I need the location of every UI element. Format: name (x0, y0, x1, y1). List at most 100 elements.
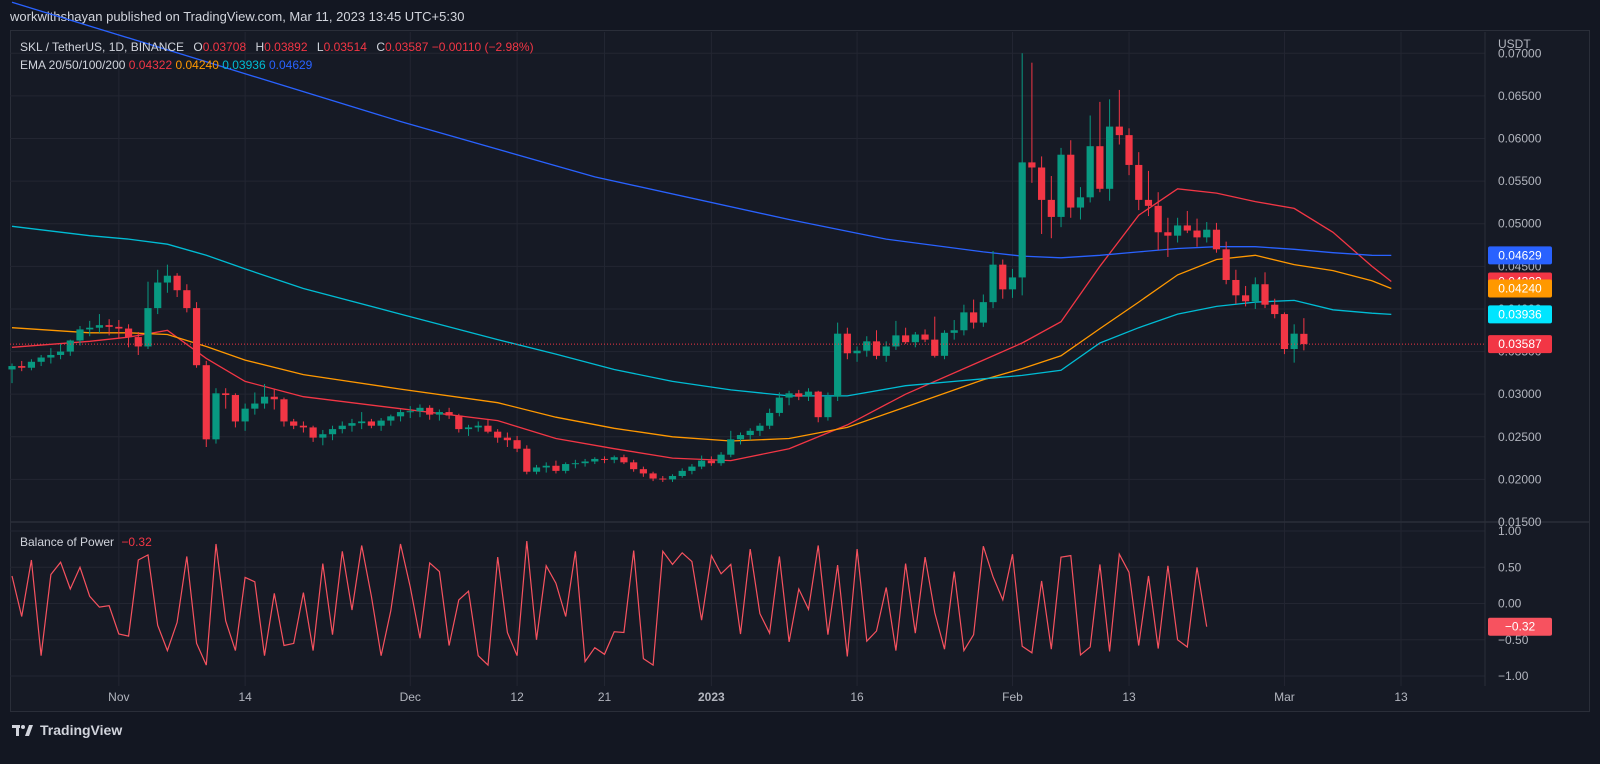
ema-title[interactable]: EMA 20/50/100/200 (20, 58, 126, 72)
main-legend: SKL / TetherUS, 1D, BINANCE O0.03708 H0.… (20, 40, 534, 54)
candle-body (863, 341, 871, 351)
price-tick-label: 0.06000 (1498, 132, 1542, 146)
candle-body (804, 391, 813, 397)
bop-line (11, 541, 1208, 667)
candle-body (105, 325, 113, 327)
time-tick-label: Feb (1002, 690, 1023, 704)
candle-body (474, 425, 482, 428)
candle-body (66, 340, 74, 352)
candle-body (115, 326, 123, 329)
candle-body (1038, 167, 1046, 200)
ema-lines (11, 1, 1392, 462)
candle-body (124, 328, 133, 338)
candle-body (1106, 126, 1114, 189)
candle-body (892, 335, 900, 347)
candle-body (979, 302, 987, 323)
ema20-value: 0.04322 (128, 58, 173, 72)
candle-body (1115, 126, 1123, 136)
candle-body (270, 396, 278, 400)
top-bar: workwithshayan published on TradingView.… (0, 0, 1600, 30)
candle-body (1280, 314, 1289, 350)
candle-body (668, 475, 677, 480)
price-badge-label: 0.03936 (1498, 307, 1542, 321)
candle-body (377, 420, 385, 426)
candle-body (1154, 205, 1162, 233)
candle-body (445, 412, 453, 416)
bop-title[interactable]: Balance of Power (20, 535, 115, 549)
candle-body (241, 408, 249, 422)
time-tick-label: 13 (1122, 690, 1136, 704)
tradingview-brand[interactable]: TradingView (12, 722, 122, 738)
pane-divider[interactable] (10, 32, 1590, 686)
candle-body (630, 462, 638, 470)
ema200-value: 0.04629 (268, 58, 313, 72)
bop-badge (1488, 617, 1552, 636)
candle-body (348, 423, 356, 426)
bop-axis[interactable]: 1.00 0.50 0.00 −0.50 −1.00 (1498, 524, 1529, 683)
price-badge-label: 0.03587 (1498, 337, 1542, 351)
candle-body (1241, 295, 1250, 302)
publisher-line: workwithshayan published on TradingView.… (10, 9, 465, 24)
candle-body (639, 469, 647, 474)
time-axis[interactable]: Nov 14 Dec 12 21 2023 16 Feb 13 Mar 13 (108, 690, 1408, 704)
time-tick-label: 16 (850, 690, 864, 704)
symbol-title[interactable]: SKL / TetherUS, 1D, BINANCE (20, 40, 185, 54)
candle-body (260, 396, 269, 404)
candle-body (1086, 146, 1094, 198)
candle-body (299, 425, 307, 428)
candle-body (1028, 162, 1036, 168)
candle-body (950, 330, 958, 333)
candle-body (532, 467, 541, 472)
low-label: L (316, 40, 324, 54)
candle-body (222, 393, 230, 396)
time-tick-label: Mar (1274, 690, 1295, 704)
candle-body (455, 415, 463, 430)
candle-body (795, 393, 803, 397)
candle-body (1232, 279, 1240, 296)
candle-body (192, 308, 201, 366)
bop-legend: Balance of Power −0.32 (20, 535, 152, 549)
candle-body (960, 312, 968, 331)
candle-body (494, 431, 502, 438)
candle-body (911, 334, 919, 343)
candle-body (659, 478, 667, 480)
time-tick-label: 13 (1394, 690, 1408, 704)
candles (8, 53, 1308, 482)
price-badge-last (1488, 335, 1552, 354)
candle-body (1164, 232, 1172, 236)
candle-body (435, 412, 443, 415)
footer (0, 712, 1600, 764)
candle-body (416, 407, 424, 412)
candle-body (834, 333, 842, 397)
candle-body (1096, 146, 1104, 189)
time-tick-label: 14 (238, 690, 252, 704)
candle-body (610, 457, 618, 460)
candle-body (1183, 225, 1191, 231)
candle-body (173, 275, 181, 291)
candle-body (1047, 199, 1055, 217)
candle-body (999, 264, 1007, 290)
candle-body (163, 275, 172, 283)
candle-body (134, 337, 142, 347)
price-badge-ema200 (1488, 246, 1552, 265)
candle-body (513, 440, 521, 449)
candle-body (746, 430, 754, 436)
candle-body (766, 412, 774, 426)
price-badge-label: 0.04240 (1498, 282, 1542, 296)
change-value: −0.00110 (−2.98%) (431, 40, 534, 54)
candle-body (902, 335, 910, 343)
candle-body (212, 393, 220, 440)
candle-body (698, 460, 706, 467)
high-value: 0.03892 (264, 40, 308, 54)
candle-body (989, 264, 997, 303)
price-tick-label: 0.07000 (1498, 46, 1542, 60)
candle-body (727, 439, 735, 455)
candle-body (1212, 229, 1221, 250)
candle-body (484, 425, 492, 432)
time-tick-label: 2023 (698, 690, 725, 704)
candle-body (1135, 164, 1143, 200)
candle-body (387, 416, 395, 421)
candle-body (202, 365, 210, 440)
